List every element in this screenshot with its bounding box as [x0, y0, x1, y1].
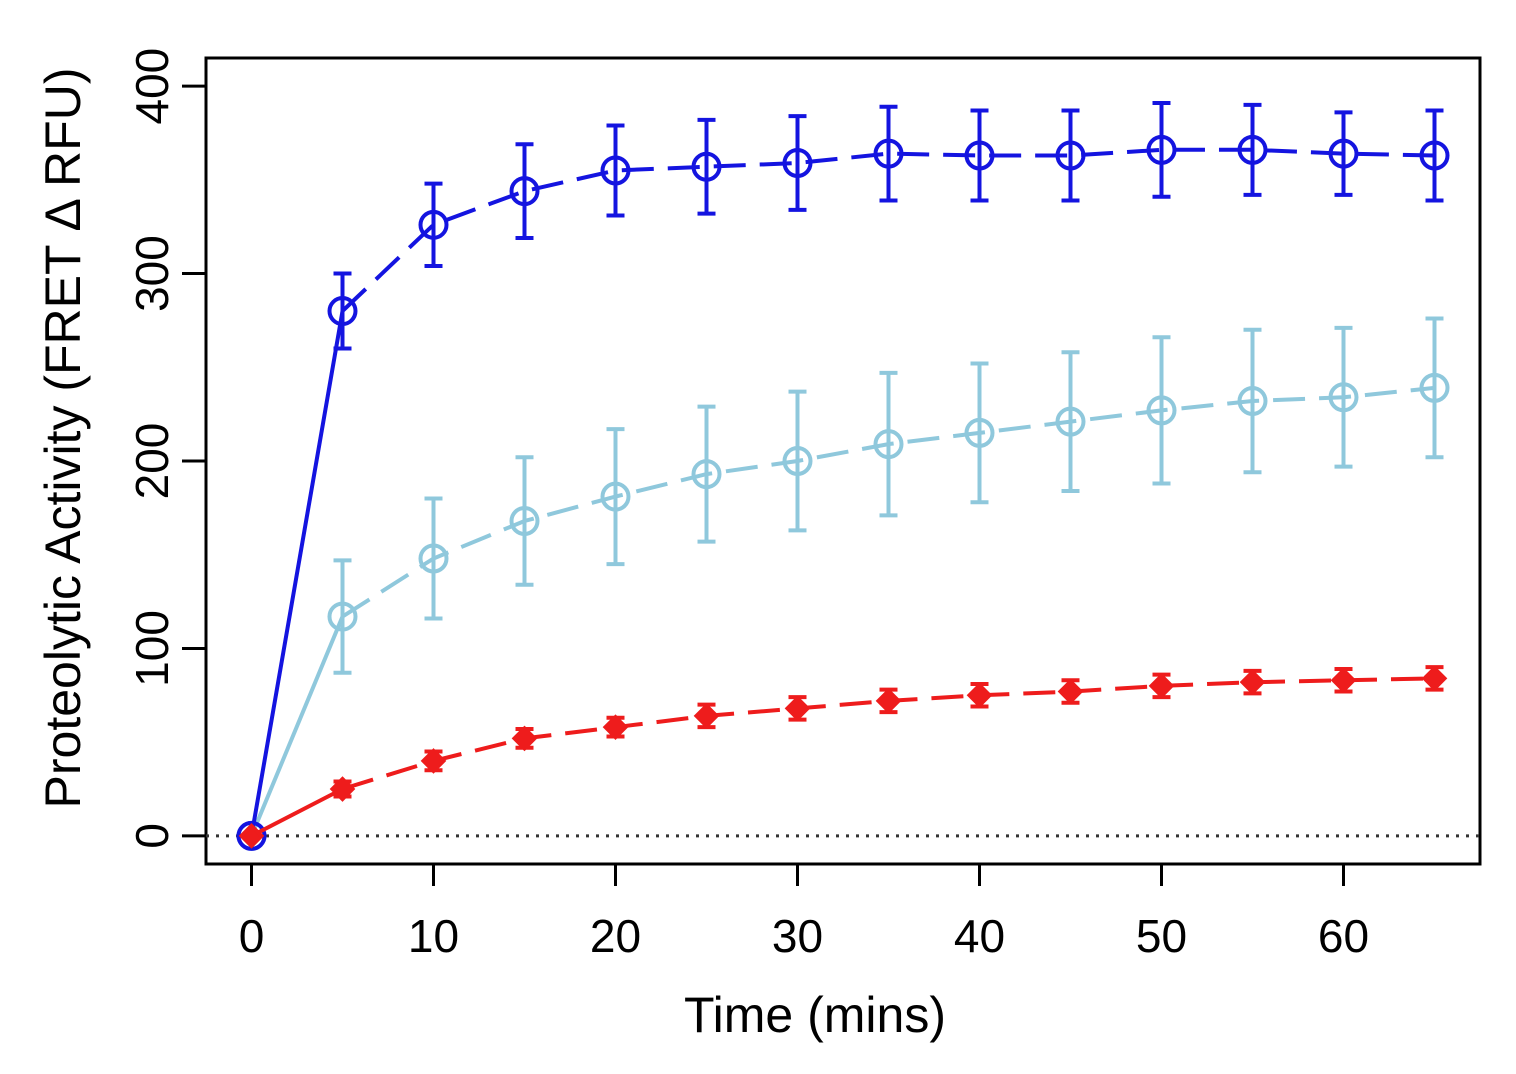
data-point — [1237, 386, 1268, 417]
series-line-segment — [249, 615, 345, 837]
error-bar — [970, 361, 989, 505]
data-point — [1055, 406, 1086, 437]
data-point — [509, 505, 540, 536]
error-bar — [697, 404, 716, 544]
data-point — [1237, 134, 1268, 165]
error-bar — [515, 142, 534, 240]
x-tick-label: 40 — [954, 910, 1005, 962]
error-bar — [424, 181, 443, 269]
data-point — [784, 695, 811, 722]
data-point — [1421, 665, 1448, 692]
error-bar — [697, 117, 716, 216]
error-bar — [1334, 325, 1353, 469]
data-point — [1328, 382, 1359, 413]
data-point — [602, 714, 629, 740]
data-point — [236, 820, 267, 851]
data-point — [1057, 678, 1084, 705]
x-tick-label: 10 — [408, 910, 459, 962]
data-point — [1328, 138, 1359, 169]
y-tick-label: 300 — [126, 235, 178, 312]
y-tick-label: 400 — [126, 48, 178, 125]
error-bar — [788, 389, 807, 533]
error-bar — [1243, 327, 1262, 475]
data-point — [875, 688, 902, 714]
data-point — [600, 481, 631, 512]
series-0 — [236, 100, 1450, 851]
data-point — [966, 682, 993, 709]
data-point — [418, 209, 449, 240]
y-axis-title: Proteolytic Activity (FRET Δ RFU) — [35, 68, 91, 809]
data-point — [691, 151, 722, 182]
error-bar — [1152, 335, 1171, 486]
x-tick-label: 50 — [1136, 910, 1187, 962]
error-bar — [606, 427, 625, 567]
data-point — [509, 176, 540, 207]
data-point — [782, 147, 813, 178]
data-point — [964, 417, 995, 448]
error-bar — [1425, 108, 1444, 203]
data-point — [1419, 140, 1450, 171]
series-layer — [236, 100, 1450, 851]
data-point — [1239, 669, 1266, 696]
y-tick-label: 0 — [126, 823, 178, 849]
series-1 — [236, 316, 1450, 851]
data-point — [782, 446, 813, 476]
error-bar — [788, 114, 807, 212]
data-point — [873, 138, 904, 169]
y-axis: 0 100 200 300 400 — [126, 48, 206, 849]
data-point — [964, 140, 995, 171]
plot-frame — [204, 56, 1482, 866]
data-point — [873, 429, 904, 460]
data-point — [600, 155, 631, 186]
data-point — [329, 776, 356, 802]
data-point — [238, 823, 265, 849]
data-point — [1146, 134, 1177, 165]
data-point — [511, 725, 538, 752]
data-point — [327, 601, 358, 632]
series-line-segment — [249, 310, 345, 837]
x-axis-title: Time (mins) — [684, 987, 946, 1043]
data-point — [1055, 140, 1086, 171]
error-bar — [333, 271, 352, 351]
data-point — [418, 543, 449, 574]
error-bar — [879, 370, 898, 518]
error-bar — [606, 123, 625, 218]
data-point — [693, 703, 720, 729]
data-point — [420, 748, 447, 774]
error-bar — [1334, 110, 1353, 197]
data-point — [691, 459, 722, 490]
error-bar — [424, 496, 443, 621]
series-line-segment — [250, 787, 344, 838]
error-bar — [879, 104, 898, 203]
error-bar — [1243, 102, 1262, 197]
y-tick-label: 100 — [126, 610, 178, 687]
error-bar — [515, 455, 534, 587]
data-point — [1330, 667, 1357, 694]
x-tick-label: 20 — [590, 910, 641, 962]
x-tick-label: 30 — [772, 910, 823, 962]
error-bar — [1152, 100, 1171, 199]
error-bar — [1061, 108, 1080, 203]
error-bar — [970, 108, 989, 203]
error-bar — [333, 558, 352, 675]
data-point — [327, 296, 358, 327]
x-axis: 0 10 20 30 40 50 60 — [239, 864, 1369, 962]
series-2 — [238, 665, 1448, 849]
y-tick-label: 200 — [126, 423, 178, 500]
data-point — [1148, 673, 1175, 699]
error-bar — [1061, 350, 1080, 493]
x-tick-label: 60 — [1318, 910, 1369, 962]
data-point — [1419, 372, 1450, 403]
data-point — [1146, 395, 1177, 426]
error-bar — [1425, 316, 1444, 460]
x-tick-label: 0 — [239, 910, 265, 962]
